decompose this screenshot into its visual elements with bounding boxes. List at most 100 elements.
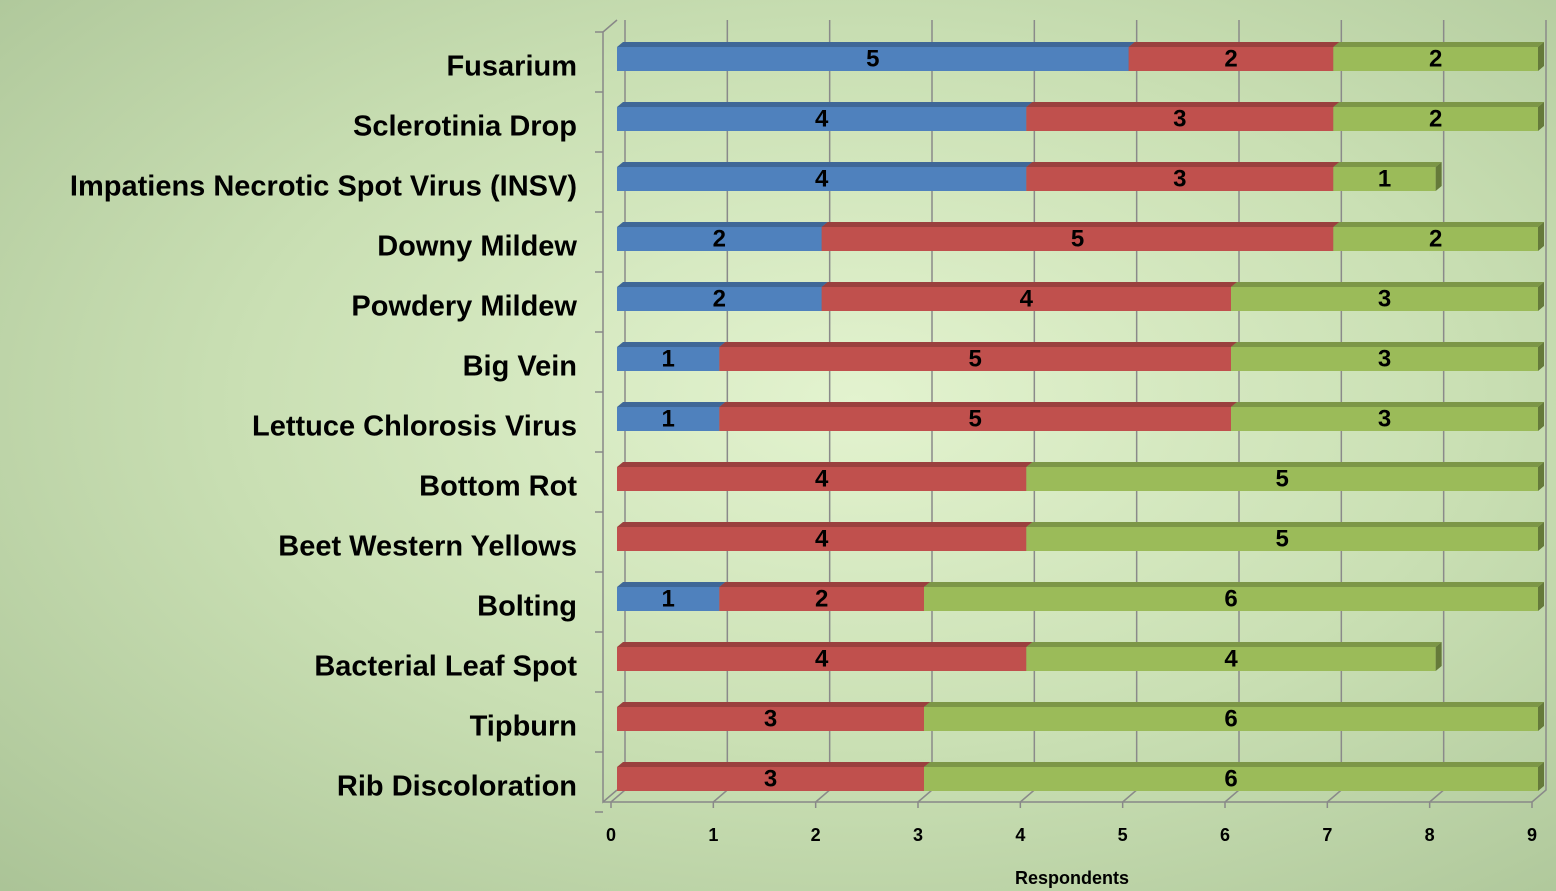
y-tick-label: Fusarium bbox=[446, 51, 577, 83]
bar-segment bbox=[617, 527, 1027, 551]
x-axis-label: Respondents bbox=[1015, 868, 1129, 888]
y-tick-label: Sclerotinia Drop bbox=[353, 111, 577, 143]
bar-side bbox=[1538, 462, 1544, 491]
bar-side bbox=[1538, 582, 1544, 611]
y-tick-label: Bottom Rot bbox=[419, 471, 577, 503]
bar-segment bbox=[1026, 107, 1334, 131]
bar-side bbox=[1538, 762, 1544, 791]
bar-segment bbox=[1128, 47, 1334, 71]
bar-top bbox=[1231, 342, 1544, 347]
data-label: 6 bbox=[1224, 585, 1237, 612]
y-tick-label: Impatiens Necrotic Spot Virus (INSV) bbox=[70, 171, 577, 203]
bar-top bbox=[617, 102, 1033, 107]
data-label: 4 bbox=[815, 525, 829, 552]
bar-top bbox=[617, 42, 1135, 47]
data-label: 3 bbox=[1378, 405, 1391, 432]
bar-top bbox=[1333, 102, 1544, 107]
bar-segment bbox=[924, 767, 1538, 791]
left-wall bbox=[602, 19, 618, 804]
bar-top bbox=[617, 162, 1033, 167]
data-label: 2 bbox=[1224, 45, 1237, 72]
bar-top bbox=[924, 582, 1544, 587]
y-tick-label: Beet Western Yellows bbox=[278, 531, 577, 563]
bar-top bbox=[617, 642, 1033, 647]
data-label: 2 bbox=[713, 225, 726, 252]
data-label: 5 bbox=[968, 345, 981, 372]
x-tick-label: 9 bbox=[1527, 825, 1537, 845]
bar-top bbox=[1333, 162, 1442, 167]
bar-side bbox=[1538, 102, 1544, 131]
data-label: 5 bbox=[1275, 465, 1288, 492]
bar-side bbox=[1538, 42, 1544, 71]
data-label: 5 bbox=[866, 45, 879, 72]
bar-top bbox=[617, 702, 930, 707]
grid-line bbox=[1531, 20, 1547, 803]
data-label: 4 bbox=[815, 105, 829, 132]
bar-segment bbox=[617, 407, 720, 431]
x-tick-label: 5 bbox=[1118, 825, 1128, 845]
bar-top bbox=[719, 342, 1237, 347]
bar-segment bbox=[617, 47, 1129, 71]
data-label: 1 bbox=[661, 585, 674, 612]
data-label: 2 bbox=[815, 585, 828, 612]
bar-top bbox=[1026, 462, 1544, 467]
bar-segment bbox=[924, 707, 1538, 731]
data-label: 4 bbox=[1020, 285, 1034, 312]
data-label: 2 bbox=[1429, 105, 1442, 132]
bar-top bbox=[719, 402, 1237, 407]
bar-top bbox=[1333, 222, 1544, 227]
bar-side bbox=[1538, 522, 1544, 551]
bar-segment bbox=[1026, 167, 1334, 191]
bar-top bbox=[1231, 402, 1544, 407]
bar-segment bbox=[617, 107, 1027, 131]
data-label: 3 bbox=[1173, 165, 1186, 192]
y-tick-label: Lettuce Chlorosis Virus bbox=[252, 411, 577, 443]
data-label: 5 bbox=[1071, 225, 1084, 252]
bar-top bbox=[617, 462, 1033, 467]
bar-side bbox=[1538, 282, 1544, 311]
data-label: 6 bbox=[1224, 765, 1237, 792]
bar-segment bbox=[617, 647, 1027, 671]
bar-segment bbox=[719, 407, 1231, 431]
data-label: 4 bbox=[815, 465, 829, 492]
data-label: 5 bbox=[1275, 525, 1288, 552]
bar-segment bbox=[1026, 467, 1538, 491]
bar-segment bbox=[1026, 527, 1538, 551]
y-tick-label: Downy Mildew bbox=[377, 231, 577, 263]
bar-top bbox=[924, 702, 1544, 707]
data-label: 3 bbox=[764, 705, 777, 732]
bar-top bbox=[617, 222, 828, 227]
data-label: 2 bbox=[1429, 225, 1442, 252]
bar-segment bbox=[719, 587, 924, 611]
bar-top bbox=[617, 582, 726, 587]
bar-top bbox=[821, 222, 1340, 227]
bar-top bbox=[617, 342, 726, 347]
bar-top bbox=[1333, 42, 1544, 47]
bar-segment bbox=[1333, 47, 1538, 71]
bar-top bbox=[617, 522, 1033, 527]
bar-side bbox=[1538, 222, 1544, 251]
bar-top bbox=[719, 582, 930, 587]
bar-segment bbox=[617, 347, 720, 371]
bar-segment bbox=[821, 227, 1334, 251]
bar-top bbox=[617, 282, 828, 287]
data-label: 3 bbox=[1378, 345, 1391, 372]
bar-segment bbox=[1333, 227, 1538, 251]
bar-top bbox=[1026, 642, 1442, 647]
bar-segment bbox=[617, 167, 1027, 191]
data-label: 2 bbox=[713, 285, 726, 312]
data-label: 4 bbox=[815, 645, 829, 672]
y-tick-label: Tipburn bbox=[470, 711, 577, 743]
bar-segment bbox=[617, 707, 924, 731]
bar-top bbox=[1231, 282, 1544, 287]
x-tick-label: 7 bbox=[1322, 825, 1332, 845]
data-label: 6 bbox=[1224, 705, 1237, 732]
bar-side bbox=[1435, 162, 1442, 191]
x-tick-label: 2 bbox=[811, 825, 821, 845]
y-tick-label: Powdery Mildew bbox=[351, 291, 577, 323]
bar-side bbox=[1538, 342, 1544, 371]
y-tick-label: Bacterial Leaf Spot bbox=[314, 651, 577, 683]
bar-top bbox=[1128, 42, 1340, 47]
